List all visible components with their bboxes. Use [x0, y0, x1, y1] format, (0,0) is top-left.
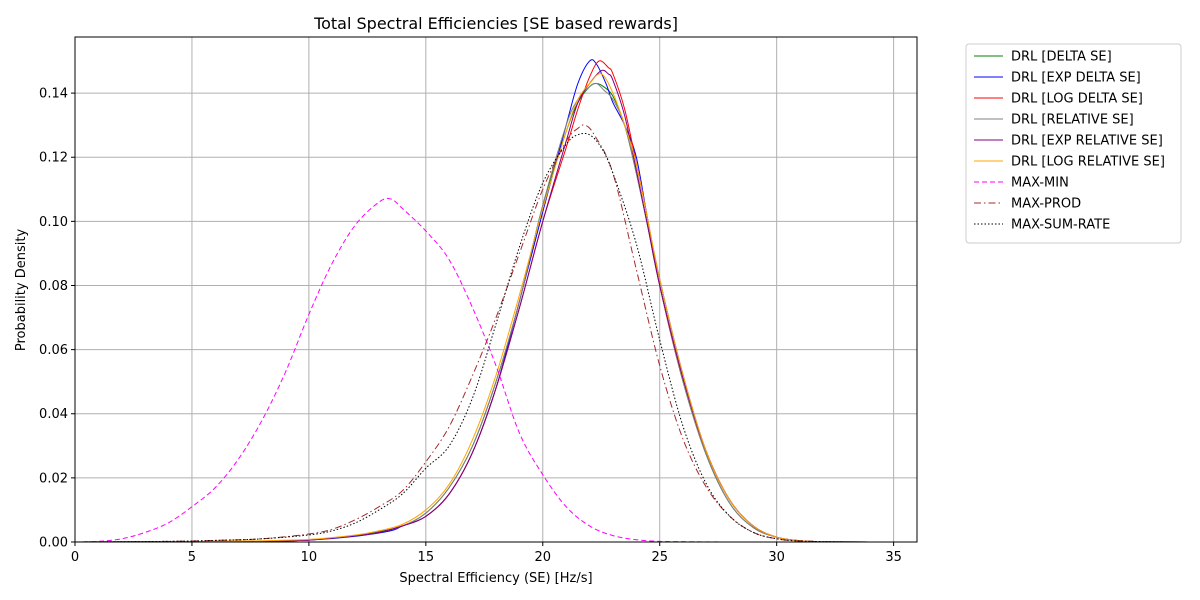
- legend-box: [965, 43, 1182, 244]
- series-line-2: [74, 59, 871, 543]
- y-tick-label: 0.04: [39, 407, 68, 422]
- y-tick-label: 0.08: [39, 279, 68, 294]
- legend: DRL [DELTA SE] DRL [EXP DELTA SE] DRL [LOG…: [965, 43, 1182, 244]
- x-tick-label: 15: [418, 550, 435, 565]
- legend-label: DRL [DELTA SE]: [1011, 50, 1112, 65]
- y-tick-label: 0.12: [39, 151, 68, 166]
- series-line-6: [74, 73, 871, 543]
- x-tick-label: 30: [768, 550, 785, 565]
- y-tick-label: 0.10: [39, 215, 68, 230]
- legend-label: MAX-SUM-RATE: [1011, 218, 1110, 233]
- legend-label: DRL [EXP RELATIVE SE]: [1011, 134, 1163, 149]
- legend-label: MAX-MIN: [1011, 176, 1069, 191]
- x-tick-label: 35: [885, 550, 902, 565]
- grid-lines: [74, 37, 917, 543]
- legend-label: DRL [LOG DELTA SE]: [1011, 92, 1143, 107]
- y-tick-label: 0.14: [39, 87, 68, 102]
- y-axis-label: Probability Density: [14, 229, 29, 352]
- series-line-3: [74, 60, 871, 543]
- series-line-5: [74, 69, 871, 543]
- series-line-8: [74, 124, 847, 543]
- chart-title: Total Spectral Efficiencies [SE based re…: [313, 14, 678, 33]
- series-line-4: [74, 82, 871, 543]
- plot-frame: [74, 36, 918, 543]
- x-axis-label: Spectral Efficiency (SE) [Hz/s]: [399, 571, 592, 586]
- x-tick-label: 10: [301, 550, 318, 565]
- legend-label: DRL [EXP DELTA SE]: [1011, 71, 1141, 86]
- axis-ticks: 0 5 10 15 20 25 30 35 0.00 0.02 0.04 0.06 0.08 0.10 0.…: [39, 87, 902, 565]
- y-tick-label: 0.06: [39, 343, 68, 358]
- legend-label: DRL [LOG RELATIVE SE]: [1011, 155, 1165, 170]
- x-tick-label: 25: [651, 550, 668, 565]
- series-line-9: [74, 132, 847, 543]
- y-tick-label: 0.02: [39, 471, 68, 486]
- legend-label: DRL [RELATIVE SE]: [1011, 113, 1134, 128]
- legend-label: MAX-PROD: [1011, 197, 1081, 212]
- y-tick-label: 0.00: [39, 536, 68, 551]
- x-tick-label: 5: [188, 550, 196, 565]
- series-layer: [74, 59, 871, 543]
- series-line-1: [74, 82, 871, 543]
- x-tick-label: 0: [71, 550, 79, 565]
- x-tick-label: 20: [535, 550, 552, 565]
- series-line-7: [74, 197, 730, 543]
